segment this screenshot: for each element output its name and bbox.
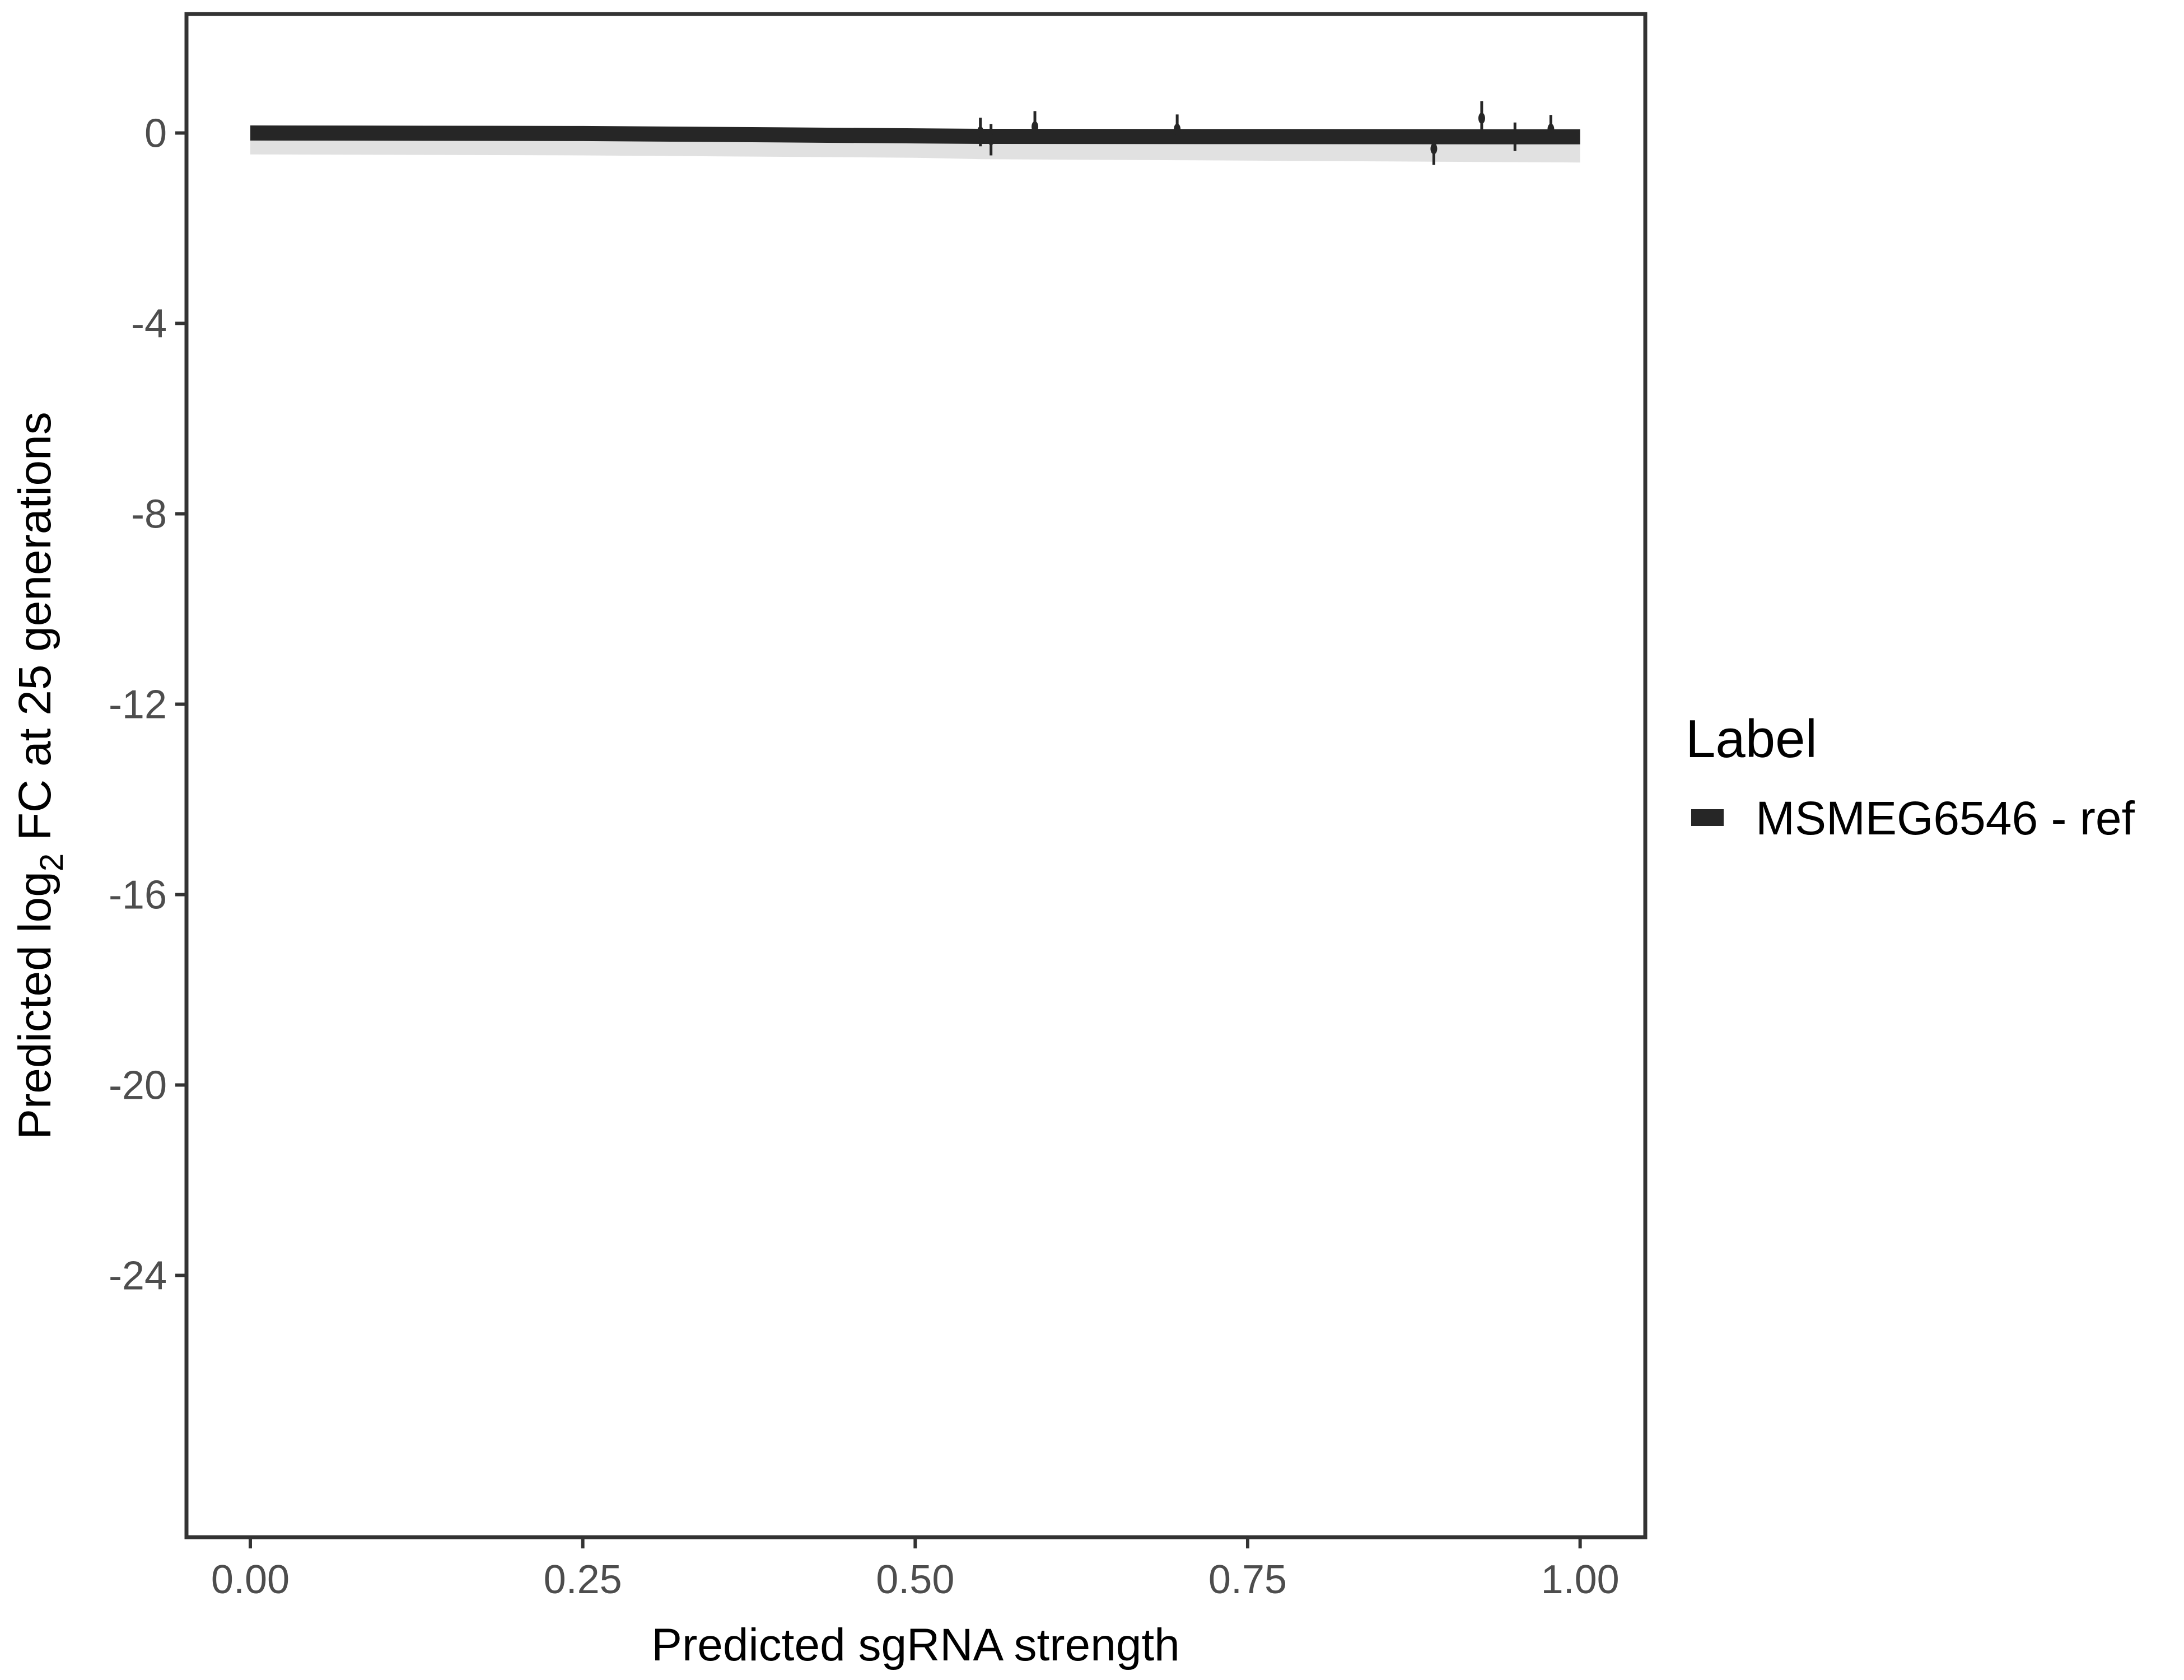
y-tick-label: -24 bbox=[109, 1254, 167, 1299]
legend-key bbox=[1691, 809, 1724, 826]
y-tick-label: 0 bbox=[144, 111, 167, 156]
y-tick-label: -12 bbox=[109, 683, 167, 727]
data-point bbox=[1174, 123, 1181, 135]
data-point bbox=[987, 134, 995, 146]
legend-label: MSMEG6546 - ref bbox=[1756, 792, 2135, 844]
legend-title: Label bbox=[1686, 709, 1817, 769]
data-point bbox=[977, 126, 984, 138]
fit-line bbox=[250, 125, 1580, 144]
data-point bbox=[1511, 131, 1519, 143]
y-tick-label: -20 bbox=[109, 1063, 167, 1108]
data-point bbox=[1547, 123, 1555, 135]
data-point bbox=[1032, 121, 1039, 133]
plot-area bbox=[250, 101, 1580, 165]
x-axis-title: Predicted sgRNA strength bbox=[651, 1620, 1179, 1670]
y-tick-label: -4 bbox=[131, 302, 167, 347]
legend: Label MSMEG6546 - ref bbox=[1686, 709, 2135, 844]
y-axis-title: Predicted log2 FC at 25 generations bbox=[10, 412, 70, 1139]
x-tick-label: 0.50 bbox=[876, 1557, 954, 1602]
plot-border bbox=[184, 12, 1648, 1539]
y-tick-label: -8 bbox=[131, 492, 167, 537]
y-axis: 0 -4 -8 -12 -16 -20 -24 bbox=[109, 111, 186, 1299]
x-tick-label: 1.00 bbox=[1541, 1557, 1620, 1602]
x-tick-label: 0.25 bbox=[544, 1557, 622, 1602]
x-tick-label: 0.00 bbox=[211, 1557, 290, 1602]
data-point bbox=[1430, 143, 1438, 155]
x-tick-label: 0.75 bbox=[1208, 1557, 1287, 1602]
x-axis: 0.00 0.25 0.50 0.75 1.00 bbox=[211, 1537, 1620, 1602]
data-point bbox=[1478, 113, 1485, 124]
y-tick-label: -16 bbox=[109, 873, 167, 918]
